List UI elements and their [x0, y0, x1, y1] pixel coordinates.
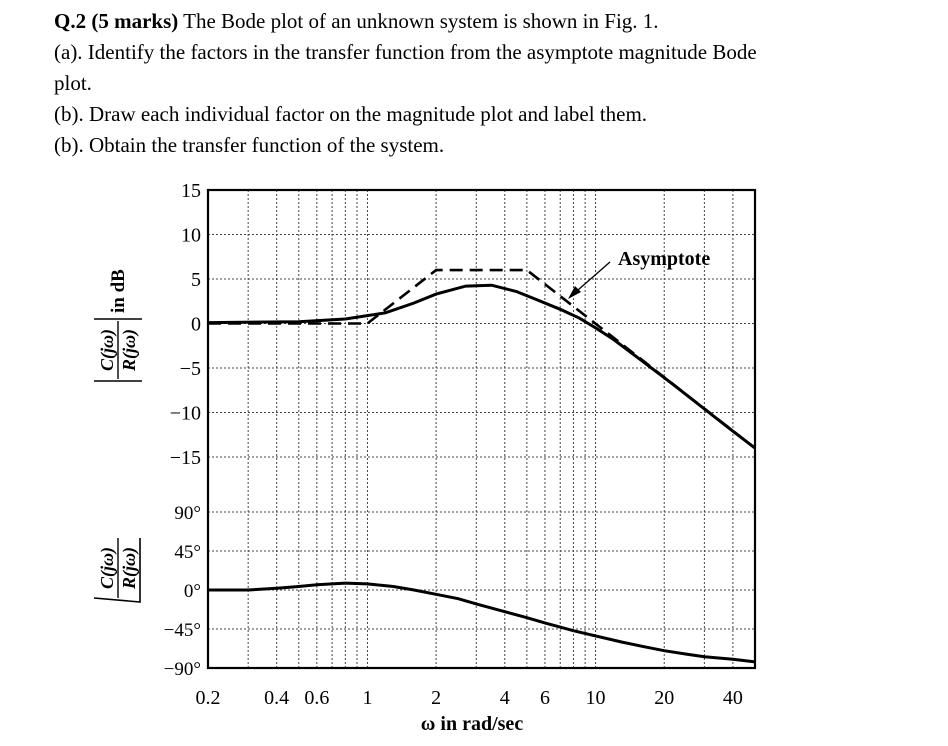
- magnitude-tick-label: 15: [181, 180, 201, 202]
- plot-frame: [206, 188, 757, 670]
- magnitude-label-unit: in dB: [108, 269, 129, 313]
- x-tick-label: 0.4: [264, 687, 289, 709]
- question-part-c: (b). Obtain the transfer function of the…: [54, 133, 445, 157]
- question-number: Q.2 (5 marks): [54, 9, 179, 33]
- x-tick-label: 4: [500, 687, 510, 709]
- phase-label-numerator: C(jω): [97, 547, 118, 589]
- phase-angle-sign: [93, 538, 141, 603]
- x-tick-label: 6: [540, 687, 550, 709]
- x-tick-label: 40: [723, 687, 743, 709]
- magnitude-asymptote-line: [208, 268, 756, 450]
- x-tick-label: 0.2: [196, 687, 221, 709]
- magnitude-tick-label: 0: [191, 314, 201, 336]
- phase-label-denominator: R(jω): [119, 547, 140, 590]
- phase-tick-label: 0°: [184, 581, 201, 602]
- question-intro: The Bode plot of an unknown system is sh…: [178, 9, 659, 33]
- x-tick-label: 1: [362, 687, 372, 709]
- magnitude-tick-label: −5: [180, 358, 201, 380]
- magnitude-actual-curve: [207, 283, 756, 450]
- question-text: Q.2 (5 marks) The Bode plot of an unknow…: [54, 6, 934, 161]
- magnitude-tick-label: −10: [170, 403, 201, 425]
- question-part-a-cont: plot.: [54, 71, 92, 95]
- asymptote-arrowhead: [568, 286, 581, 299]
- tick-labels: 15 10 5 0 −5 −10 −15 90° 45° 0° −45° −90° 0.2 0.4 0.6 1…: [164, 180, 743, 709]
- magnitude-tick-label: 5: [191, 269, 201, 291]
- phase-tick-label: 45°: [174, 542, 201, 563]
- phase-tick-label: 90°: [174, 503, 201, 524]
- magnitude-tick-label: −15: [170, 447, 201, 469]
- magnitude-label-denominator: R(jω): [119, 329, 140, 372]
- x-tick-label: 2: [431, 687, 441, 709]
- magnitude-axis-label: C(jω) R(jω) in dB: [94, 269, 142, 382]
- phase-axis-label: C(jω) R(jω): [93, 538, 141, 603]
- phase-tick-label: −45°: [164, 620, 201, 641]
- x-axis-label: ω in rad/sec: [421, 713, 524, 735]
- asymptote-annotation: Asymptote: [618, 248, 710, 270]
- x-tick-label: 20: [654, 687, 674, 709]
- question-part-b: (b). Draw each individual factor on the …: [54, 102, 648, 126]
- question-line-1: Q.2 (5 marks) The Bode plot of an unknow…: [54, 6, 934, 37]
- x-tick-label: 0.6: [304, 687, 329, 709]
- phase-tick-label: −90°: [164, 659, 201, 680]
- magnitude-tick-label: 10: [181, 225, 201, 247]
- x-tick-label: 10: [586, 687, 606, 709]
- phase-curve: [208, 581, 756, 664]
- magnitude-label-numerator: C(jω): [97, 329, 118, 371]
- question-part-a: (a). Identify the factors in the transfe…: [54, 40, 757, 64]
- plot-curves: [207, 268, 756, 664]
